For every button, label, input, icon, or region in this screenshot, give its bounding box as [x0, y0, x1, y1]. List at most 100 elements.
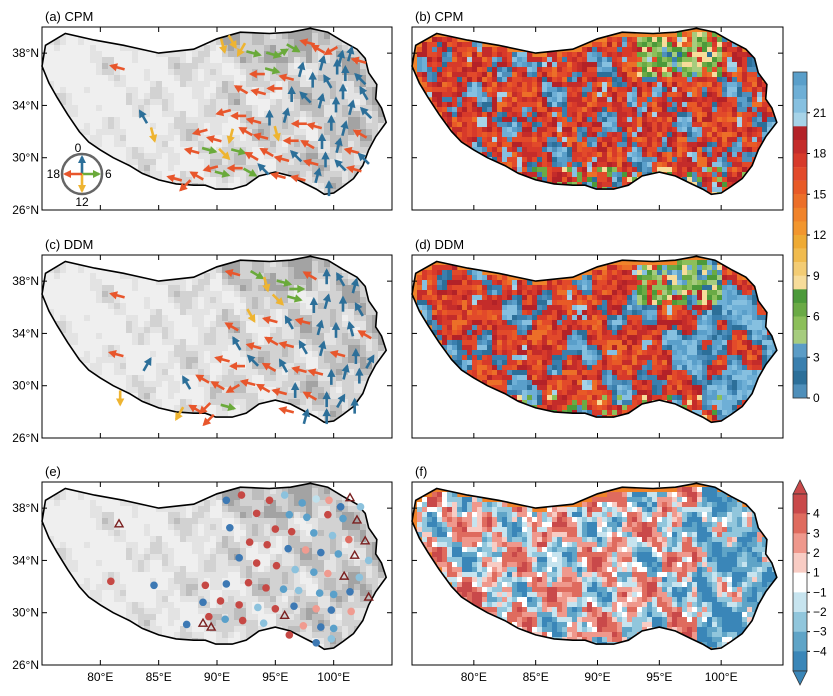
station-triangle	[351, 514, 363, 524]
arrow-mark	[350, 56, 367, 65]
arrow-mark	[354, 72, 367, 86]
colorbar-phase-seg	[793, 180, 807, 195]
station-triangle	[344, 492, 356, 502]
station-dot	[226, 523, 234, 532]
arrow-mark	[336, 272, 346, 287]
panel-a: 0 6 12 18 38°N 34°N 30°N 26°N (a) CPM	[12, 9, 393, 217]
station-dot	[290, 602, 298, 610]
station-dot	[285, 631, 294, 639]
arrow-mark	[264, 66, 281, 75]
station-dot	[271, 604, 280, 613]
station-dot	[310, 568, 318, 576]
colorbar-phase-label: 6	[813, 310, 820, 324]
colorbar-diff-label: −1	[813, 585, 827, 599]
colorbar-phase-label: 9	[813, 269, 820, 283]
lon-tick-label: 95°E	[262, 670, 288, 684]
arrow-mark	[322, 391, 331, 408]
arrow-mark	[166, 174, 183, 183]
arrow-mark	[215, 108, 232, 117]
arrow-mark	[345, 165, 362, 174]
arrow-mark	[214, 355, 230, 364]
lat-tick-label: 38°N	[12, 46, 39, 60]
lon-tick-label: 90°E	[204, 670, 230, 684]
station-dot	[252, 509, 261, 518]
colorbar-phase-seg	[793, 167, 807, 181]
lon-tick-label: 100°E	[705, 670, 738, 684]
arrow-mark	[323, 74, 333, 89]
arrow-mark	[299, 38, 316, 47]
arrow-mark	[248, 69, 265, 79]
station-dot	[324, 510, 332, 519]
colorbar-phase-seg	[793, 262, 807, 276]
station-dot	[272, 561, 281, 570]
arrow-mark	[308, 71, 317, 88]
lat-tick-label: 38°N	[12, 274, 39, 288]
arrow-mark	[278, 358, 289, 373]
colorbar-phase-seg	[793, 275, 807, 290]
station-dot	[263, 540, 271, 549]
clock-legend: 0 6 12 18	[47, 141, 112, 209]
station-dot	[199, 598, 207, 607]
arrow-mark	[272, 125, 281, 142]
arrow-mark	[226, 163, 243, 173]
arrow-mark	[298, 340, 308, 355]
colorbar-phase-label: 18	[813, 147, 827, 161]
lon-tick-label: 100°E	[317, 670, 350, 684]
arrow-mark	[341, 65, 350, 82]
arrow-mark	[227, 34, 237, 50]
lat-tick-label: 34°N	[12, 98, 39, 112]
colorbar-phase-seg	[793, 302, 807, 317]
lat-tick-label: 26°N	[12, 658, 39, 672]
arrow-mark	[347, 99, 356, 116]
arrow-mark	[239, 378, 256, 387]
arrow-mark	[109, 291, 125, 300]
arrow-mark	[278, 406, 295, 415]
station-triangle	[279, 609, 290, 620]
panel-d: (d) DDM	[411, 237, 784, 439]
arrow-mark	[341, 363, 350, 380]
arrow-mark	[322, 268, 331, 285]
arrow-mark	[299, 91, 312, 104]
lat-tick-label: 38°N	[12, 501, 39, 515]
panel-b: (b) CPM	[411, 9, 784, 211]
colorbar-phase-seg	[793, 126, 807, 141]
station-dot	[216, 597, 225, 605]
station-dot	[252, 559, 261, 567]
arrow-mark	[282, 107, 291, 123]
station-dot	[312, 638, 320, 647]
station-dot	[235, 554, 243, 562]
arrow-mark	[301, 408, 310, 425]
panel-a-map: 0 6 12 18	[41, 27, 388, 209]
arrow-mark	[317, 133, 327, 150]
arrow-mark	[329, 350, 346, 359]
colorbar-diff: 4 3 2 1 −1 −2 −3 −4	[792, 479, 827, 686]
station-dot	[271, 525, 280, 533]
lat-tick-label: 34°N	[12, 326, 39, 340]
colorbar-diff-label: 4	[813, 507, 820, 521]
arrow-mark	[224, 322, 239, 332]
arrow-mark	[310, 44, 326, 54]
arrow-mark	[322, 293, 331, 310]
station-dot	[287, 527, 296, 536]
arrow-mark	[142, 357, 152, 372]
arrow-mark	[334, 137, 343, 154]
colorbar-diff-label: −3	[813, 625, 827, 639]
colorbar-phase-label: 15	[813, 187, 827, 201]
arrow-mark	[289, 284, 306, 294]
station-dot	[334, 550, 343, 558]
panel-e: 38°N 34°N 30°N 26°N 80°E 85°E 90°E 95°E 100°E (e)	[12, 464, 393, 684]
station-dot	[221, 615, 229, 624]
lon-tick-label: 90°E	[584, 670, 610, 684]
arrow-mark	[331, 321, 341, 338]
arrow-mark	[365, 354, 375, 369]
arrow-mark	[352, 129, 368, 139]
arrow-mark	[350, 397, 359, 414]
arrow-mark	[261, 316, 278, 325]
arrow-mark	[357, 330, 372, 340]
arrow-mark	[249, 269, 265, 280]
arrow-mark	[355, 367, 364, 384]
arrow-mark	[297, 61, 306, 78]
station-dot	[312, 495, 320, 503]
station-dot	[201, 581, 210, 590]
